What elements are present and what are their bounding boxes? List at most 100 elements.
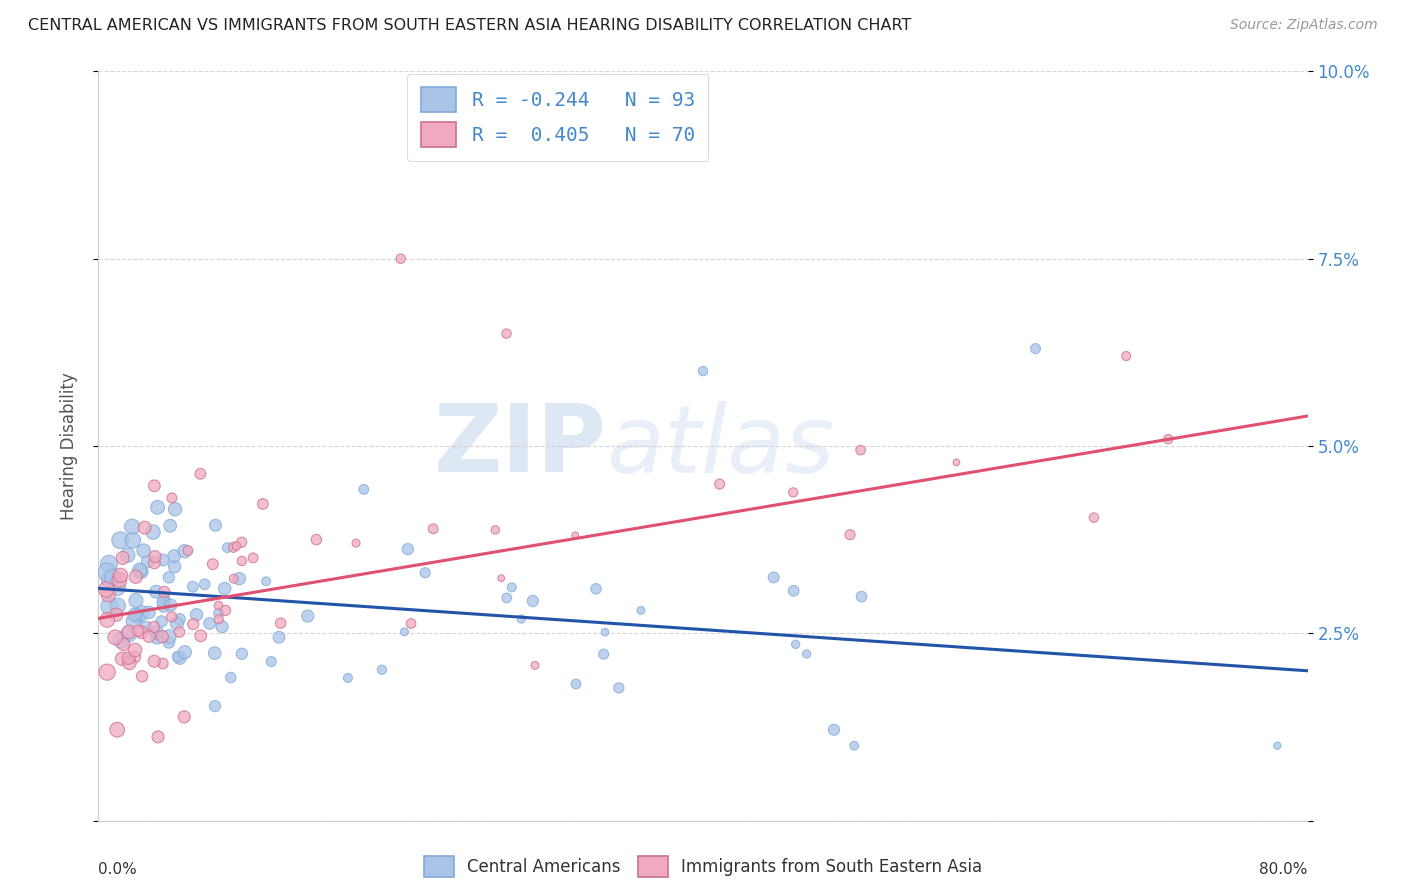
Point [157,630,180,644]
Point [96,582,118,597]
Point [214,603,236,617]
Point [138,606,160,620]
Point [495,326,517,341]
Text: 80.0%: 80.0% [1260,862,1308,877]
Point [131,669,153,683]
Point [267,630,290,644]
Point [630,603,652,617]
Point [122,615,145,629]
Point [160,610,183,624]
Point [157,570,180,584]
Point [217,541,239,555]
Point [98,557,121,571]
Point [399,616,422,631]
Point [98,573,121,587]
Point [201,558,224,572]
Point [150,615,173,629]
Y-axis label: Hearing Disability: Hearing Disability [59,372,77,520]
Point [336,671,359,685]
Point [592,647,614,661]
Point [585,582,607,596]
Point [207,599,229,613]
Point [844,739,866,753]
Point [252,497,274,511]
Point [124,650,146,665]
Point [134,521,156,535]
Point [181,617,204,632]
Point [169,624,191,639]
Point [146,730,169,744]
Point [110,633,132,648]
Point [851,590,873,604]
Point [510,612,533,626]
Point [173,645,195,659]
Point [111,550,134,565]
Point [522,594,544,608]
Point [231,647,253,661]
Point [96,613,118,627]
Point [163,549,186,563]
Point [523,658,546,673]
Point [104,630,127,644]
Point [110,568,132,582]
Point [484,523,506,537]
Point [396,542,419,557]
Point [823,723,845,737]
Point [128,563,150,577]
Legend: Central Americans, Immigrants from South Eastern Asia: Central Americans, Immigrants from South… [418,849,988,884]
Point [127,607,149,622]
Point [152,630,174,644]
Point [105,607,128,622]
Point [297,609,319,624]
Point [839,527,862,541]
Point [152,553,174,567]
Point [152,657,174,671]
Point [173,710,195,724]
Point [204,518,226,533]
Point [607,681,630,695]
Point [132,543,155,558]
Point [97,588,120,602]
Point [204,646,226,660]
Text: 0.0%: 0.0% [98,862,138,877]
Point [186,607,208,622]
Point [157,635,180,649]
Point [118,624,141,639]
Point [96,665,118,680]
Point [111,652,134,666]
Point [117,548,139,562]
Point [782,485,804,500]
Text: CENTRAL AMERICAN VS IMMIGRANTS FROM SOUTH EASTERN ASIA HEARING DISABILITY CORREL: CENTRAL AMERICAN VS IMMIGRANTS FROM SOUT… [28,18,911,33]
Point [231,554,253,568]
Point [98,599,121,614]
Point [394,624,416,639]
Point [181,580,204,594]
Point [153,599,176,613]
Point [127,624,149,638]
Point [190,629,212,643]
Point [231,535,253,549]
Text: atlas: atlas [606,401,835,491]
Point [105,580,128,594]
Point [222,541,245,555]
Point [146,500,169,515]
Point [143,556,166,570]
Point [194,577,217,591]
Point [1024,342,1046,356]
Point [169,650,191,665]
Point [344,536,367,550]
Point [228,572,250,586]
Point [270,616,292,631]
Point [204,699,226,714]
Point [135,620,157,634]
Point [422,522,444,536]
Point [692,364,714,378]
Point [112,637,135,651]
Point [96,565,118,579]
Point [159,518,181,533]
Point [127,609,149,624]
Point [501,580,523,594]
Point [143,479,166,493]
Point [353,483,375,497]
Point [146,631,169,645]
